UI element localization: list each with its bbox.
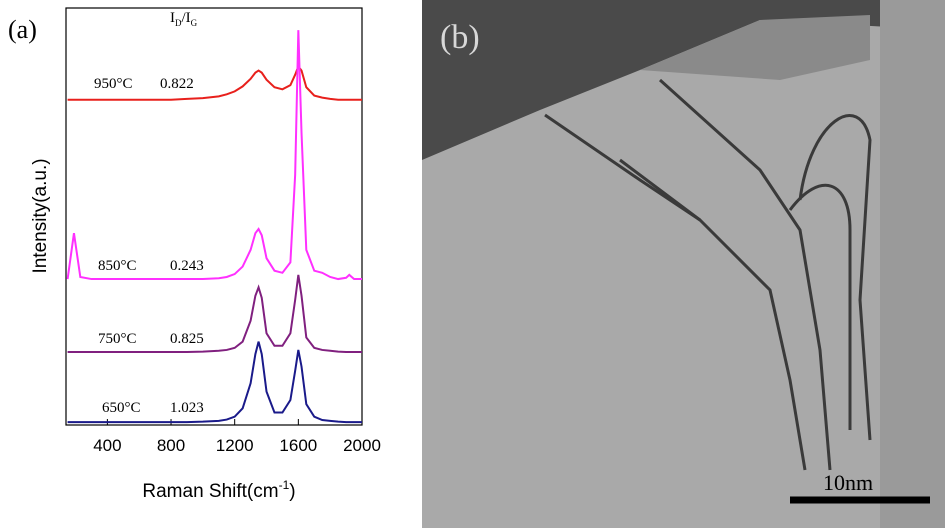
nanotubes (544, 78, 872, 471)
x-tick-label: 400 (93, 436, 121, 455)
ratio-sub: D (175, 18, 182, 28)
x-axis-label: Raman Shift(cm-1) (142, 478, 295, 502)
spectrum-line (67, 64, 362, 101)
ratio-label: 0.243 (170, 258, 204, 274)
ratio-label: 0.822 (160, 76, 194, 92)
image-panel: 10nm (b) (422, 0, 945, 528)
panel-label: (a) (8, 15, 37, 44)
y-axis-label: Intensity(a.u.) (30, 158, 51, 273)
spectrum-line (66, 30, 362, 281)
ratio-label: 0.825 (170, 331, 204, 347)
plot-frame (65, 7, 363, 426)
x-label-sup: -1 (279, 478, 290, 492)
x-tick-label: 1600 (279, 436, 317, 455)
x-tick-label: 800 (157, 436, 185, 455)
series-label: 850°C (98, 258, 137, 274)
x-tick-label: 1200 (216, 436, 254, 455)
scale-bar-label: 10nm (823, 470, 873, 495)
series-label: 650°C (102, 400, 141, 416)
series-label: 750°C (98, 331, 137, 347)
ratio-part: /I (182, 10, 191, 26)
ratio-header: ID/IG (170, 10, 198, 28)
mid-region (640, 15, 870, 80)
spectrum-line (67, 341, 362, 424)
dark-region (422, 0, 945, 160)
ratio-part: I (170, 10, 175, 26)
ratio-label: 1.023 (170, 400, 204, 416)
right-strip (880, 0, 945, 528)
x-tick-label: 2000 (343, 436, 381, 455)
x-label-part: ) (289, 481, 295, 502)
series-label: 950°C (94, 76, 133, 92)
spectrum-line (67, 274, 362, 354)
panel-label: (b) (440, 19, 480, 56)
ratio-sub: G (191, 18, 198, 28)
x-label-part: Raman Shift(cm (142, 481, 278, 502)
